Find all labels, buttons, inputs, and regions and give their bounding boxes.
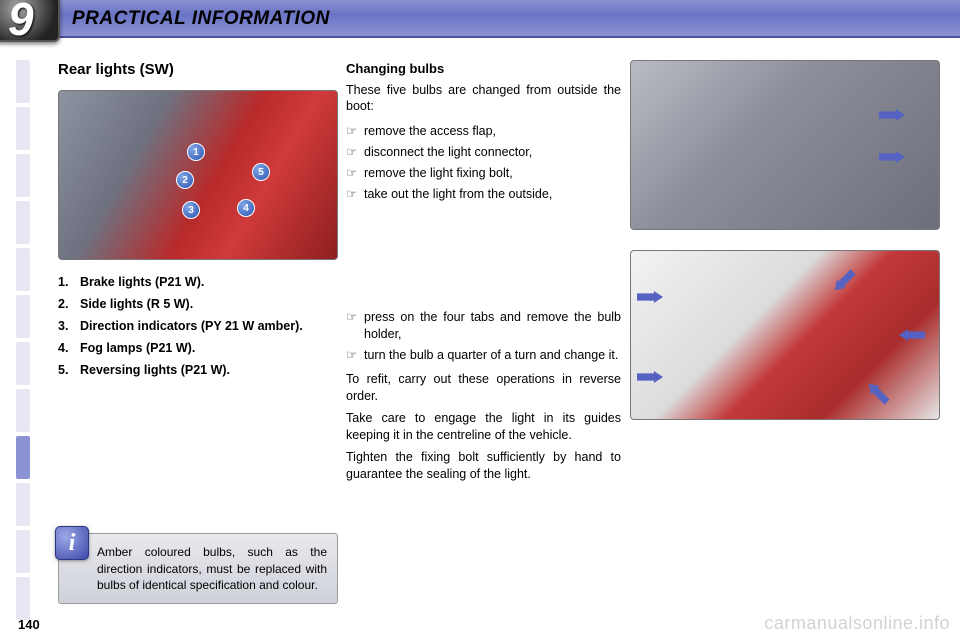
tab: [16, 107, 30, 150]
tab: [16, 530, 30, 573]
tab-active: [16, 436, 30, 479]
pointer-icon: ☞: [346, 186, 364, 203]
tab: [16, 389, 30, 432]
para: To refit, carry out these operations in …: [346, 371, 621, 405]
thumb-tabs: [16, 60, 30, 620]
bulb-item: Side lights (R 5 W).: [58, 296, 338, 313]
bulb-item: Fog lamps (P21 W).: [58, 340, 338, 357]
tab: [16, 577, 30, 620]
column-left: Rear lights (SW) 1 2 3 4 5 Brake lights …: [58, 60, 338, 384]
figure-rear-light: 1 2 3 4 5: [58, 90, 338, 260]
manual-page: 9 PRACTICAL INFORMATION Rear lights (SW)…: [0, 0, 960, 640]
chapter-number: 9: [8, 0, 34, 46]
chapter-badge: 9: [0, 0, 60, 42]
tab: [16, 483, 30, 526]
para: Tighten the fixing bolt sufficiently by …: [346, 449, 621, 483]
pointer-icon: ☞: [346, 123, 364, 140]
callout-dot: 1: [187, 143, 205, 161]
step-text: turn the bulb a quarter of a turn and ch…: [364, 347, 618, 364]
tab: [16, 60, 30, 103]
pointer-icon: ☞: [346, 144, 364, 161]
header-title: PRACTICAL INFORMATION: [72, 8, 330, 30]
steps-b: ☞press on the four tabs and remove the b…: [346, 309, 621, 364]
sub-title: Changing bulbs: [346, 60, 621, 78]
callout-dot: 2: [176, 171, 194, 189]
bulb-item: Direction indicators (PY 21 W amber).: [58, 318, 338, 335]
pointer-icon: ☞: [346, 347, 364, 364]
watermark: carmanualsonline.info: [764, 613, 950, 634]
arrow-icon: [879, 151, 905, 163]
figure-boot-access: [630, 60, 940, 230]
callout-dot: 5: [252, 163, 270, 181]
intro-text: These five bulbs are changed from outsid…: [346, 82, 621, 116]
arrow-icon: [879, 109, 905, 121]
section-title: Rear lights (SW): [58, 60, 338, 80]
arrow-icon: [865, 380, 892, 407]
tab: [16, 201, 30, 244]
tab: [16, 295, 30, 338]
arrow-icon: [637, 371, 663, 383]
step-text: take out the light from the outside,: [364, 186, 552, 203]
bulb-list: Brake lights (P21 W). Side lights (R 5 W…: [58, 274, 338, 378]
callout-dot: 3: [182, 201, 200, 219]
arrow-icon: [637, 291, 663, 303]
arrow-icon: [831, 268, 858, 295]
callout-dot: 4: [237, 199, 255, 217]
tab: [16, 248, 30, 291]
step-text: remove the access flap,: [364, 123, 496, 140]
step-text: press on the four tabs and remove the bu…: [364, 309, 621, 343]
figure-lamp-unit: [630, 250, 940, 420]
column-mid: Changing bulbs These five bulbs are chan…: [346, 60, 621, 488]
info-icon: i: [55, 526, 89, 560]
tab: [16, 342, 30, 385]
column-right: [630, 60, 940, 420]
page-header: 9 PRACTICAL INFORMATION: [0, 0, 960, 38]
info-text: Amber coloured bulbs, such as the direct…: [97, 545, 327, 591]
bulb-item: Brake lights (P21 W).: [58, 274, 338, 291]
para: Take care to engage the light in its gui…: [346, 410, 621, 444]
info-box: i Amber coloured bulbs, such as the dire…: [58, 533, 338, 604]
pointer-icon: ☞: [346, 309, 364, 343]
steps-a: ☞remove the access flap, ☞disconnect the…: [346, 123, 621, 203]
step-text: remove the light fixing bolt,: [364, 165, 513, 182]
bulb-item: Reversing lights (P21 W).: [58, 362, 338, 379]
pointer-icon: ☞: [346, 165, 364, 182]
page-number: 140: [18, 617, 40, 632]
arrow-icon: [899, 329, 925, 341]
tab: [16, 154, 30, 197]
step-text: disconnect the light connector,: [364, 144, 532, 161]
